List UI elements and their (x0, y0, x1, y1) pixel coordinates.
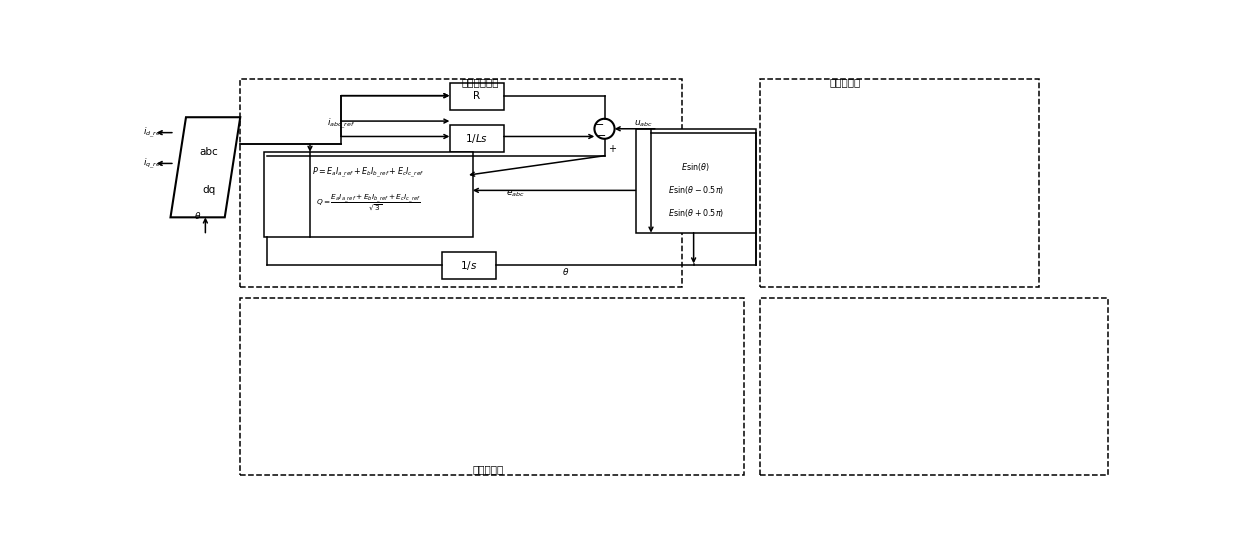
Text: $E\sin(\theta+0.5\pi)$: $E\sin(\theta+0.5\pi)$ (668, 207, 724, 219)
Text: $e_{abc}$: $e_{abc}$ (506, 189, 525, 200)
Text: $E\sin(\theta)$: $E\sin(\theta)$ (682, 161, 711, 173)
Text: $u_{abc}$: $u_{abc}$ (634, 118, 652, 129)
Text: $i_{d\_ref}$: $i_{d\_ref}$ (143, 125, 164, 140)
Text: $i_{abc\_ref}$: $i_{abc\_ref}$ (327, 116, 355, 131)
Text: R: R (474, 91, 480, 101)
Text: $-$: $-$ (596, 129, 606, 139)
Text: 励磁控制器: 励磁控制器 (830, 77, 861, 87)
Text: dq: dq (202, 185, 216, 195)
Text: 定子电气控制: 定子电气控制 (461, 77, 500, 87)
FancyBboxPatch shape (263, 152, 472, 237)
Polygon shape (171, 117, 241, 217)
FancyBboxPatch shape (635, 129, 755, 232)
Text: abc: abc (200, 147, 218, 157)
Text: $E\sin(\theta-0.5\pi)$: $E\sin(\theta-0.5\pi)$ (668, 184, 724, 196)
FancyBboxPatch shape (441, 252, 496, 279)
FancyBboxPatch shape (449, 125, 503, 152)
Text: $1/Ls$: $1/Ls$ (465, 132, 489, 145)
Text: $-$: $-$ (594, 118, 604, 129)
Text: $i_{q\_ref}$: $i_{q\_ref}$ (143, 156, 164, 171)
Text: 功频控制器: 功频控制器 (472, 464, 503, 474)
FancyBboxPatch shape (449, 83, 503, 109)
Text: $\theta$: $\theta$ (193, 210, 201, 220)
Text: $\theta$: $\theta$ (562, 266, 569, 277)
Text: $P=E_aI_{a\_ref}+E_bI_{b\_ref}+E_cI_{c\_ref}$: $P=E_aI_{a\_ref}+E_bI_{b\_ref}+E_cI_{c\_… (312, 165, 424, 180)
Text: $+$: $+$ (608, 143, 616, 154)
Text: $Q=\dfrac{E_aI_{a\_ref}+E_bI_{b\_ref}+E_cI_{c\_ref}}{\sqrt{3}}$: $Q=\dfrac{E_aI_{a\_ref}+E_bI_{b\_ref}+E_… (316, 192, 420, 212)
Text: $1/s$: $1/s$ (460, 259, 477, 272)
